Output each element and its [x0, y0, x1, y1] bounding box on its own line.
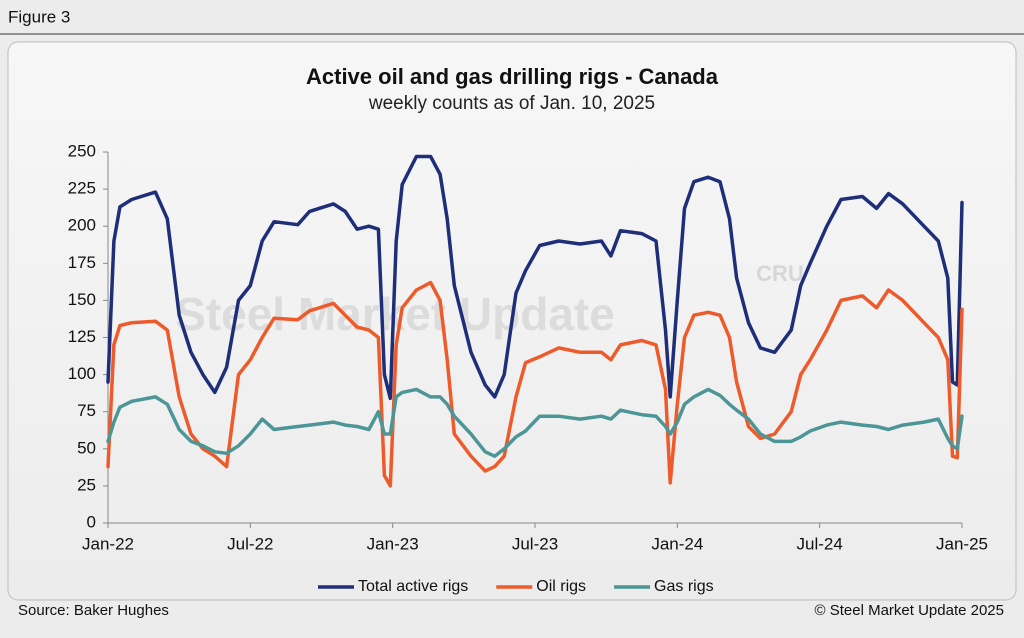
y-tick-label: 150 [68, 290, 96, 309]
legend-label: Total active rigs [358, 578, 468, 595]
series-line [106, 280, 964, 488]
y-tick-label: 0 [87, 512, 96, 531]
x-tick-label: Jan-24 [651, 534, 703, 553]
copyright: © Steel Market Update 2025 [815, 602, 1005, 619]
series-line [106, 154, 964, 401]
chart-subtitle: weekly counts as of Jan. 10, 2025 [368, 93, 655, 114]
y-tick-label: 250 [68, 141, 96, 160]
y-tick-label: 225 [68, 179, 96, 198]
source: Source: Baker Hughes [18, 602, 169, 619]
x-tick-label: Jul-24 [797, 534, 843, 553]
legend-label: Oil rigs [536, 578, 586, 595]
watermark-logo: CRU [756, 261, 804, 286]
figure-label: Figure 3 [8, 7, 70, 26]
chart-title: Active oil and gas drilling rigs - Canad… [306, 64, 719, 89]
y-tick-label: 50 [77, 438, 96, 457]
y-tick-label: 125 [68, 327, 96, 346]
x-tick-label: Jan-23 [367, 534, 419, 553]
y-tick-label: 75 [77, 401, 96, 420]
x-tick-label: Jul-23 [512, 534, 558, 553]
y-tick-label: 25 [77, 475, 96, 494]
legend-label: Gas rigs [654, 578, 714, 595]
plot: 0 25 50 75 100 125 150 175 200 225 250 Jan-22 Jul-22… [68, 141, 988, 595]
x-tick-label: Jan-22 [82, 534, 134, 553]
y-tick-label: 200 [68, 216, 96, 235]
x-tick-label: Jan-25 [936, 534, 988, 553]
y-tick-label: 100 [68, 364, 96, 383]
series-line [106, 387, 964, 458]
x-tick-label: Jul-22 [227, 534, 273, 553]
y-tick-label: 175 [68, 253, 96, 272]
